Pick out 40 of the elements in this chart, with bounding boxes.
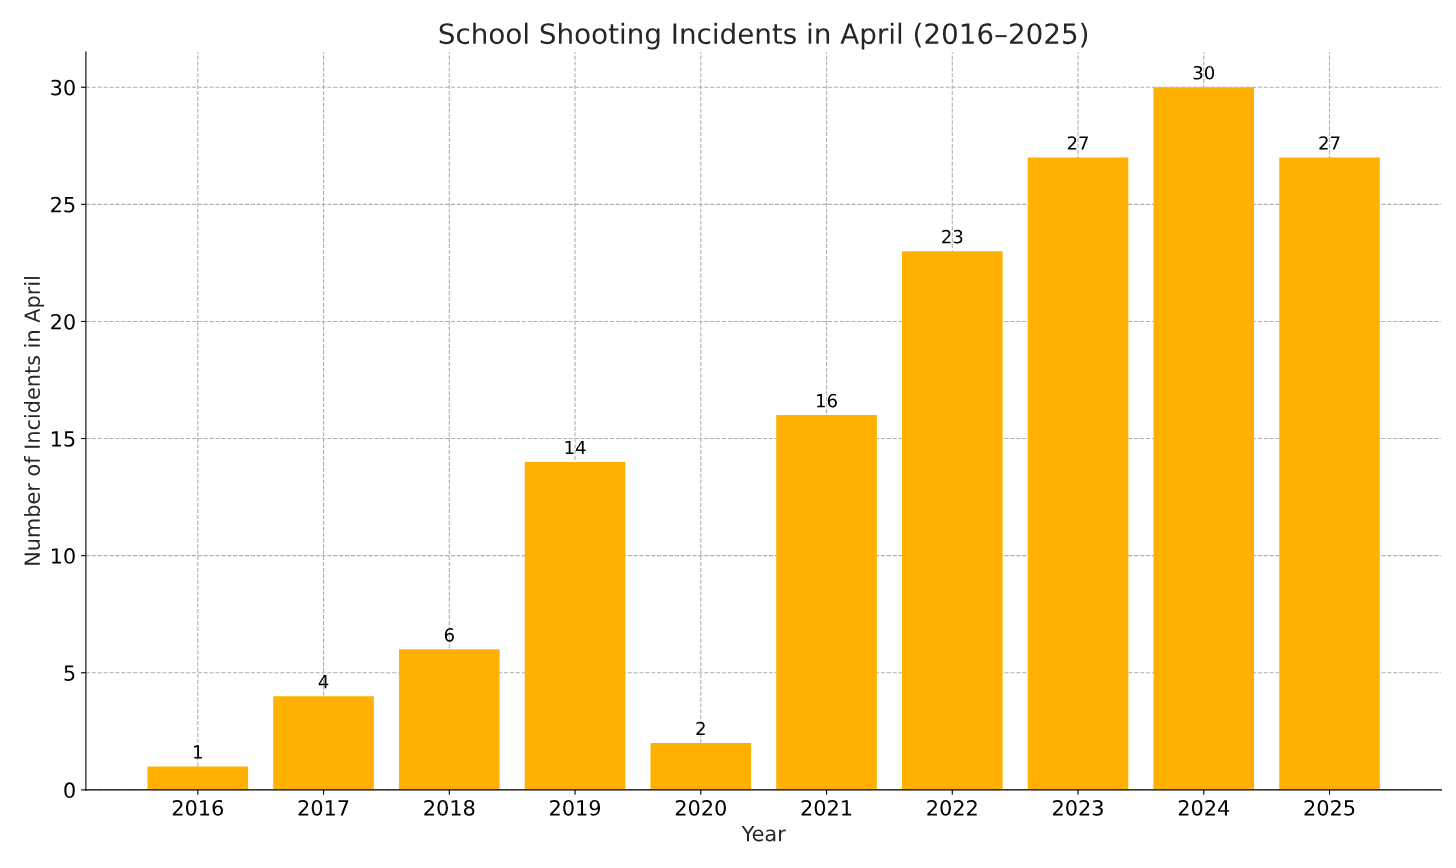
data-label: 16 — [817, 393, 837, 408]
y-tick-label: 15 — [51, 431, 75, 447]
y-tick-label: 20 — [51, 313, 75, 330]
x-tick-label: 2020 — [675, 799, 726, 816]
bar — [524, 461, 626, 790]
data-label: 27 — [1319, 136, 1340, 150]
bar — [147, 766, 249, 790]
data-label: 27 — [1067, 136, 1088, 150]
y-tick-label: 0 — [64, 782, 75, 799]
data-label: 30 — [1193, 65, 1215, 80]
bar — [1279, 157, 1380, 790]
y-tick-label: 30 — [51, 79, 75, 96]
bar — [776, 415, 877, 790]
x-tick-label: 2023 — [1053, 799, 1103, 816]
x-tick-label: 2018 — [424, 799, 475, 816]
data-label: 14 — [565, 440, 586, 455]
x-tick-label: 2016 — [172, 799, 224, 816]
data-label: 23 — [942, 229, 963, 244]
x-tick-label: 2022 — [927, 799, 977, 816]
bar — [1153, 87, 1255, 790]
bar — [273, 696, 374, 790]
data-label: 2 — [696, 721, 705, 736]
x-tick-label: 2024 — [1178, 799, 1230, 816]
y-tick-label: 5 — [64, 665, 75, 681]
bar — [399, 649, 500, 790]
data-label: 4 — [318, 675, 329, 689]
bar — [650, 743, 752, 790]
bar — [1027, 157, 1129, 790]
data-label: 6 — [444, 628, 454, 642]
y-tick-label: 10 — [51, 548, 75, 564]
y-axis-title: Number of Incidents in April — [23, 277, 45, 565]
x-tick-label: 2017 — [298, 799, 349, 816]
x-tick-label: 2019 — [550, 799, 601, 816]
data-label: 1 — [194, 745, 202, 759]
chart-title: School Shooting Incidents in April (2016–2025) — [439, 22, 1088, 50]
x-tick-label: 2025 — [1304, 799, 1355, 816]
bar — [901, 251, 1003, 790]
y-tick-label: 25 — [51, 196, 75, 213]
x-tick-label: 2021 — [801, 799, 852, 816]
x-axis-title: Year — [741, 825, 786, 842]
